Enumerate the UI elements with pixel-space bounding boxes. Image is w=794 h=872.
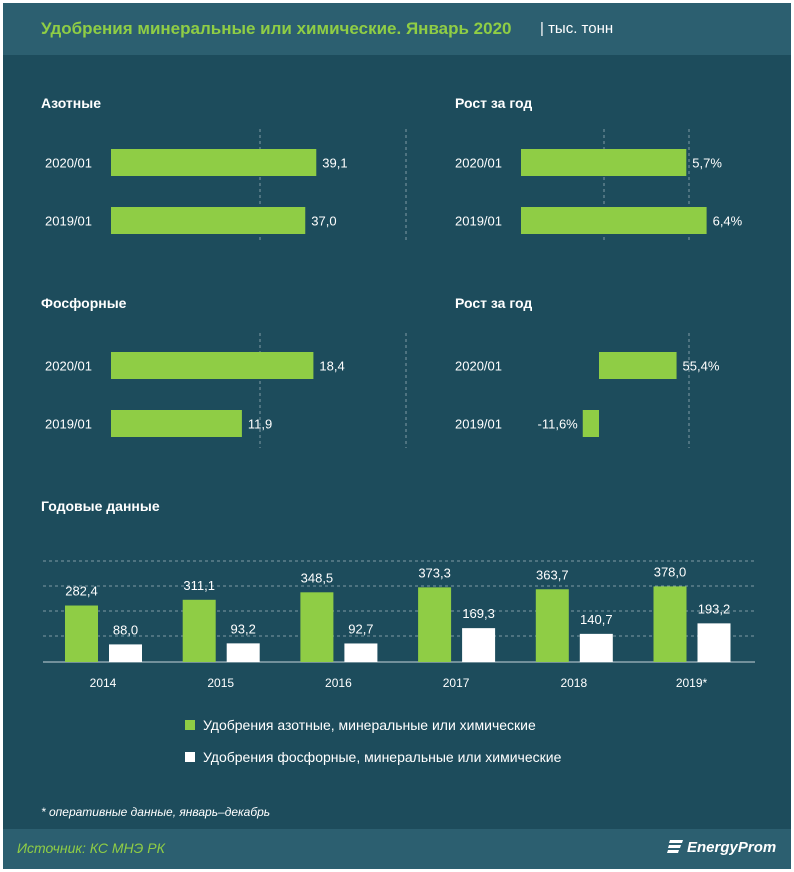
footer-bar: Источник: КС МНЭ РК EnergyProm xyxy=(3,829,791,869)
annual-bar-phosphorus-5 xyxy=(697,623,731,662)
annual-bar-phosphorus-1 xyxy=(226,643,260,662)
phosphorus-bar-0 xyxy=(111,352,314,379)
phosphorus-growth-title: Рост за год xyxy=(455,295,533,311)
annual-bar-nitrogen-4 xyxy=(535,589,569,662)
legend-swatch-phosphorus xyxy=(185,752,195,762)
header-bar: Удобрения минеральные или химические. Ян… xyxy=(3,3,791,55)
annual-bar-nitrogen-3 xyxy=(418,587,452,662)
annual-bar-phosphorus-0 xyxy=(109,644,142,662)
annual-value-label-nitrogen-5: 378,0 xyxy=(654,564,687,579)
legend-swatch-nitrogen xyxy=(185,720,195,730)
phosphorus-growth-value-label-1: -11,6% xyxy=(538,417,579,432)
nitrogen-bar-1 xyxy=(111,207,306,234)
annual-value-label-phosphorus-5: 193,2 xyxy=(698,601,731,616)
nitrogen-growth-value-label-0: 5,7% xyxy=(692,156,722,171)
annual-bar-nitrogen-2 xyxy=(300,592,334,662)
phosphorus-category-label-0: 2020/01 xyxy=(45,359,92,374)
nitrogen-growth-bar-0 xyxy=(521,149,687,176)
annual-bar-phosphorus-4 xyxy=(579,633,613,662)
nitrogen-growth-title: Рост за год xyxy=(455,95,533,111)
nitrogen-value-label-1: 37,0 xyxy=(311,214,336,229)
annual-category-label-5: 2019* xyxy=(676,676,708,690)
phosphorus-title: Фосфорные xyxy=(41,295,127,311)
phosphorus-growth-category-label-1: 2019/01 xyxy=(455,417,502,432)
unit-label: | тыс. тонн xyxy=(540,20,614,37)
annual-value-label-phosphorus-3: 169,3 xyxy=(462,606,495,621)
nitrogen-title: Азотные xyxy=(41,95,101,111)
nitrogen-bar-0 xyxy=(111,149,317,176)
annual-value-label-phosphorus-2: 92,7 xyxy=(348,621,373,636)
logo-text: EnergyProm xyxy=(687,839,777,856)
logo-icon xyxy=(667,840,683,853)
annual-bar-nitrogen-1 xyxy=(182,599,216,662)
annual-bar-phosphorus-3 xyxy=(462,628,496,662)
annual-value-label-phosphorus-0: 88,0 xyxy=(113,622,138,637)
annual-category-label-2: 2016 xyxy=(325,676,352,690)
annual-value-label-phosphorus-1: 93,2 xyxy=(231,621,256,636)
annual-bar-nitrogen-0 xyxy=(65,605,98,662)
annual-value-label-nitrogen-4: 363,7 xyxy=(536,567,569,582)
phosphorus-bar-1 xyxy=(111,410,242,437)
annual-value-label-nitrogen-3: 373,3 xyxy=(418,565,451,580)
annual-title: Годовые данные xyxy=(41,498,160,514)
annual-category-label-4: 2018 xyxy=(560,676,587,690)
footnote: * оперативные данные, январь–декабрь xyxy=(41,805,271,819)
annual-category-label-3: 2017 xyxy=(443,676,470,690)
infographic: Удобрения минеральные или химические. Ян… xyxy=(3,3,791,869)
annual-category-label-0: 2014 xyxy=(90,676,117,690)
legend-item-nitrogen: Удобрения азотные, минеральные или химич… xyxy=(185,717,536,733)
charts-canvas: 39,1 2020/01 37,0 2019/01 5,7% 2020/01 6,4% 201… xyxy=(43,129,755,690)
legend-label-phosphorus: Удобрения фосфорные, минеральные или хим… xyxy=(203,749,562,765)
source-label: Источник: КС МНЭ РК xyxy=(17,840,165,856)
annual-value-label-phosphorus-4: 140,7 xyxy=(580,612,613,627)
legend-label-nitrogen: Удобрения азотные, минеральные или химич… xyxy=(203,717,536,733)
nitrogen-growth-category-label-0: 2020/01 xyxy=(455,156,502,171)
annual-value-label-nitrogen-0: 282,4 xyxy=(65,584,98,599)
nitrogen-growth-value-label-1: 6,4% xyxy=(713,214,743,229)
phosphorus-growth-bar-1 xyxy=(582,410,599,437)
annual-value-label-nitrogen-1: 311,1 xyxy=(183,578,215,593)
energyprom-logo: EnergyProm xyxy=(667,839,776,856)
phosphorus-value-label-0: 18,4 xyxy=(319,359,344,374)
annual-category-label-1: 2015 xyxy=(207,676,234,690)
phosphorus-growth-bar-0 xyxy=(599,352,677,379)
nitrogen-value-label-0: 39,1 xyxy=(322,156,347,171)
page-title: Удобрения минеральные или химические. Ян… xyxy=(41,19,512,38)
nitrogen-category-label-1: 2019/01 xyxy=(45,214,92,229)
phosphorus-value-label-1: 11,9 xyxy=(248,417,272,432)
nitrogen-growth-bar-1 xyxy=(521,207,707,234)
nitrogen-growth-category-label-1: 2019/01 xyxy=(455,214,502,229)
annual-bar-nitrogen-5 xyxy=(653,586,687,662)
phosphorus-category-label-1: 2019/01 xyxy=(45,417,92,432)
annual-bar-phosphorus-2 xyxy=(344,643,378,662)
phosphorus-growth-value-label-0: 55,4% xyxy=(683,359,720,374)
nitrogen-category-label-0: 2020/01 xyxy=(45,156,92,171)
legend-item-phosphorus: Удобрения фосфорные, минеральные или хим… xyxy=(185,749,561,765)
phosphorus-growth-category-label-0: 2020/01 xyxy=(455,359,502,374)
annual-value-label-nitrogen-2: 348,5 xyxy=(301,570,334,585)
